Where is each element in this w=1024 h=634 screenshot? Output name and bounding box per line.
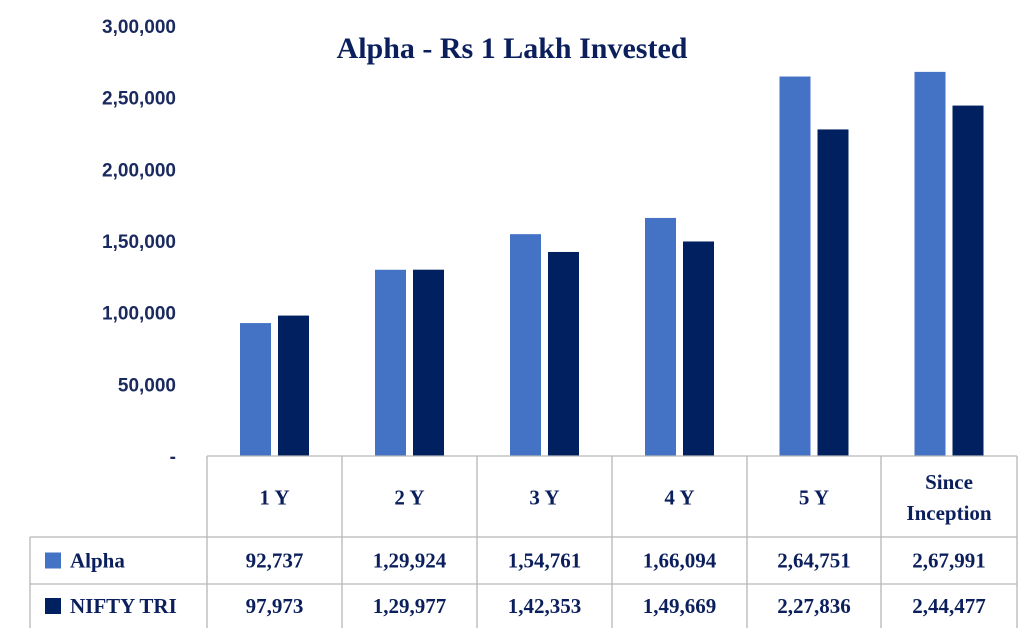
bars-layer <box>240 71 984 457</box>
table-cell-value: 2,64,751 <box>777 549 851 573</box>
table-cell-value: 1,66,094 <box>643 549 717 573</box>
bar-alpha <box>645 217 676 456</box>
table-cell-value: 1,29,977 <box>373 594 447 618</box>
table-cell-value: 92,737 <box>246 549 304 573</box>
legend-key-alpha <box>45 552 61 569</box>
legend-key-nifty-tri <box>45 598 61 614</box>
bar-alpha <box>914 71 946 456</box>
series-name: NIFTY TRI <box>70 594 177 618</box>
y-tick-label: 2,00,000 <box>102 160 176 181</box>
table-cell-value: 1,42,353 <box>508 594 582 618</box>
category-label: 3 Y <box>529 486 559 510</box>
bar-nifty-tri <box>413 269 444 456</box>
bar-alpha <box>779 76 811 457</box>
table-cell-value: 2,67,991 <box>912 549 986 573</box>
table-cell-value: 1,54,761 <box>508 549 582 573</box>
y-tick-label: 50,000 <box>118 375 176 396</box>
bar-nifty-tri <box>817 129 849 457</box>
table-cell-value: 1,29,924 <box>373 549 447 573</box>
bar-nifty-tri <box>548 251 579 456</box>
category-label: Inception <box>906 501 992 525</box>
category-label: Since <box>925 470 973 494</box>
category-label: 2 Y <box>394 486 424 510</box>
y-tick-label: 2,50,000 <box>102 89 176 110</box>
table-cell-value: 97,973 <box>246 594 304 618</box>
category-label: 5 Y <box>799 486 829 510</box>
table-cell-value: 2,44,477 <box>912 594 986 618</box>
bar-alpha <box>240 323 271 456</box>
bar-nifty-tri <box>952 105 984 456</box>
bar-nifty-tri <box>683 241 714 456</box>
chart-title: Alpha - Rs 1 Lakh Invested <box>337 32 688 65</box>
data-table: 1 Y 2 Y 3 Y 4 Y 5 Y Since Inception Alpha 92,737… <box>29 455 1018 628</box>
y-tick-label: 1,50,000 <box>102 232 176 253</box>
bar-nifty-tri <box>278 315 309 456</box>
bar-alpha <box>375 269 406 456</box>
y-tick-label: 3,00,000 <box>102 17 176 38</box>
y-axis-ticks: - 50,000 1,00,000 1,50,000 2,00,000 2,50,000 3… <box>102 17 176 468</box>
category-label: 1 Y <box>259 486 289 510</box>
category-label: 4 Y <box>664 486 694 510</box>
bar-alpha <box>510 234 541 456</box>
series-name: Alpha <box>70 549 125 573</box>
y-tick-label: - <box>170 447 176 468</box>
table-cell-value: 1,49,669 <box>643 594 717 618</box>
y-tick-label: 1,00,000 <box>102 304 176 325</box>
table-cell-value: 2,27,836 <box>777 594 851 618</box>
